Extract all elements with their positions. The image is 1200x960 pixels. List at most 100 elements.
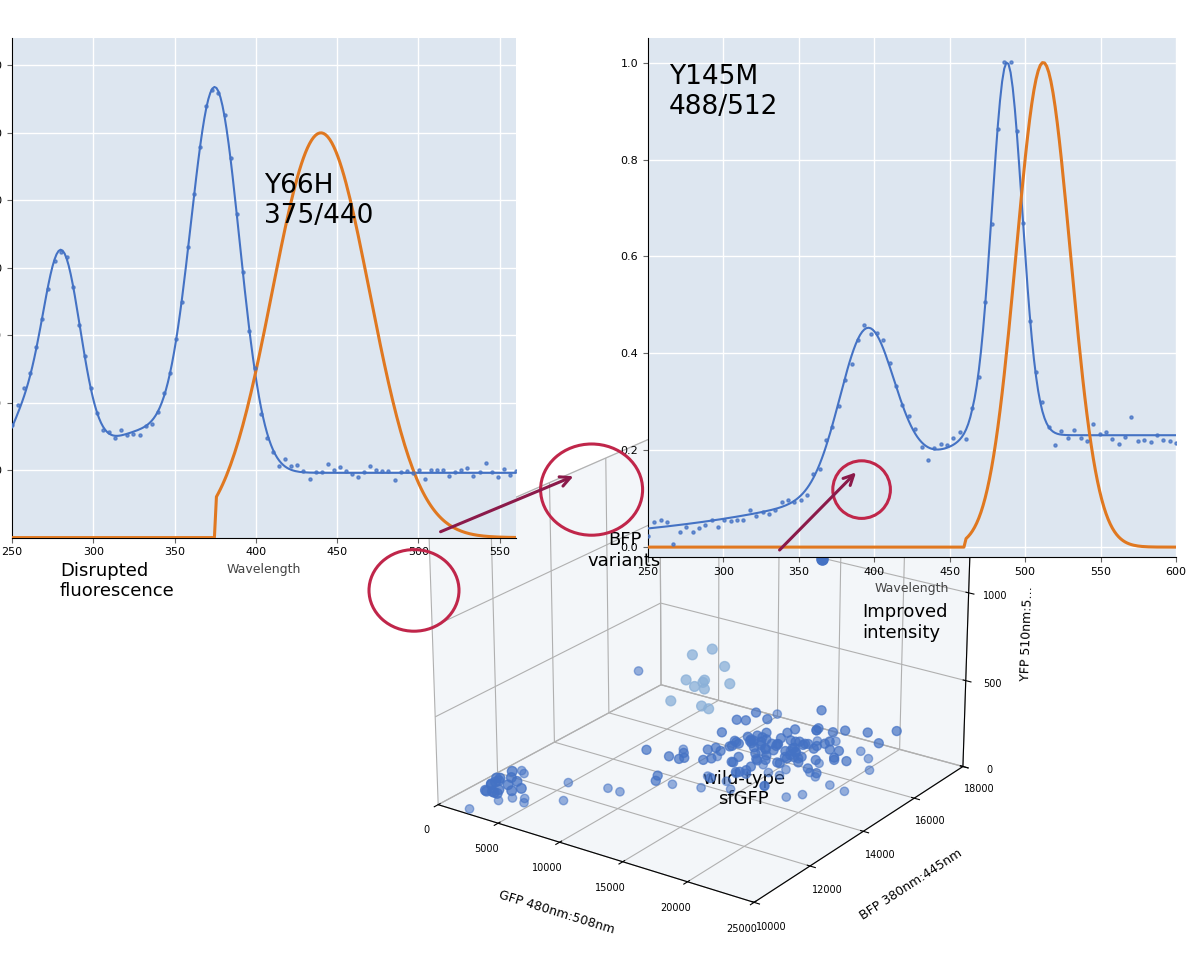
Point bbox=[950, 424, 970, 440]
Point bbox=[1026, 365, 1045, 380]
Point bbox=[482, 465, 502, 480]
Point bbox=[708, 519, 727, 535]
Point bbox=[912, 439, 931, 454]
Point bbox=[727, 513, 746, 528]
Point bbox=[270, 458, 289, 473]
Point bbox=[956, 431, 976, 446]
Point bbox=[760, 506, 779, 521]
Point bbox=[1064, 422, 1084, 438]
Point bbox=[1084, 416, 1103, 431]
Point bbox=[155, 385, 174, 400]
Point bbox=[32, 312, 52, 327]
Point bbox=[312, 464, 331, 479]
Point bbox=[391, 464, 410, 479]
Point bbox=[1134, 432, 1153, 447]
Point bbox=[354, 464, 373, 479]
Point bbox=[1103, 431, 1122, 446]
Point bbox=[1097, 424, 1116, 440]
Point bbox=[1039, 420, 1058, 435]
Point bbox=[215, 107, 234, 122]
Point bbox=[179, 239, 198, 254]
Point bbox=[842, 356, 862, 372]
Point bbox=[906, 420, 925, 436]
Point bbox=[124, 426, 143, 442]
Point bbox=[203, 82, 222, 97]
Point bbox=[696, 517, 715, 533]
Point bbox=[1116, 429, 1135, 444]
Point bbox=[652, 512, 671, 527]
Point bbox=[1090, 426, 1109, 442]
Point bbox=[306, 464, 325, 479]
Point bbox=[367, 462, 386, 477]
Point bbox=[136, 419, 155, 434]
Point bbox=[721, 514, 740, 529]
Point bbox=[746, 509, 766, 524]
Point bbox=[785, 493, 804, 509]
Point bbox=[421, 463, 440, 478]
Point bbox=[1109, 437, 1128, 452]
Point bbox=[488, 468, 508, 484]
Point bbox=[899, 408, 918, 423]
Text: Y145M
488/512: Y145M 488/512 bbox=[670, 64, 779, 120]
Point bbox=[26, 340, 46, 355]
Point bbox=[106, 430, 125, 445]
Point bbox=[1033, 395, 1052, 410]
Point bbox=[221, 151, 240, 166]
Point bbox=[2, 418, 22, 433]
X-axis label: Wavelength: Wavelength bbox=[875, 582, 949, 595]
Point bbox=[1166, 436, 1186, 451]
Point bbox=[1078, 434, 1097, 449]
Point bbox=[1122, 410, 1141, 425]
Point bbox=[403, 465, 422, 480]
Point bbox=[644, 515, 664, 530]
Point bbox=[500, 468, 520, 483]
Point bbox=[887, 378, 906, 394]
Point bbox=[209, 85, 228, 101]
Point bbox=[766, 502, 785, 517]
Point bbox=[50, 245, 70, 260]
Point bbox=[70, 317, 89, 332]
Y-axis label: BFP 380nm:445nm: BFP 380nm:445nm bbox=[858, 847, 965, 923]
Point bbox=[848, 332, 868, 348]
Point bbox=[251, 406, 270, 421]
Point bbox=[336, 464, 355, 479]
Point bbox=[379, 463, 398, 478]
Point bbox=[1128, 433, 1147, 448]
Point bbox=[874, 332, 893, 348]
Point bbox=[197, 99, 216, 114]
Point bbox=[142, 417, 161, 432]
Point bbox=[288, 458, 307, 473]
Point bbox=[348, 469, 367, 485]
Point bbox=[689, 520, 708, 536]
Point bbox=[734, 512, 754, 527]
Point bbox=[264, 444, 283, 460]
Point bbox=[798, 488, 817, 503]
Point bbox=[458, 460, 478, 475]
Point bbox=[476, 455, 496, 470]
Point bbox=[451, 462, 470, 477]
Point bbox=[976, 295, 995, 310]
Point bbox=[823, 419, 842, 434]
Point bbox=[1058, 430, 1078, 445]
Point bbox=[342, 467, 361, 482]
Point bbox=[740, 502, 760, 517]
Point bbox=[982, 217, 1001, 232]
Point bbox=[330, 460, 349, 475]
Point bbox=[258, 430, 277, 445]
Point bbox=[664, 537, 683, 552]
X-axis label: Wavelength: Wavelength bbox=[227, 563, 301, 576]
Point bbox=[1045, 437, 1064, 452]
Point bbox=[638, 528, 658, 543]
Point bbox=[854, 317, 874, 332]
Point bbox=[445, 465, 464, 480]
Point bbox=[1020, 314, 1039, 329]
Point bbox=[439, 468, 458, 484]
Point bbox=[118, 427, 137, 443]
Point bbox=[816, 433, 835, 448]
Text: Improved
intensity: Improved intensity bbox=[863, 603, 948, 641]
Point bbox=[38, 281, 58, 297]
Point bbox=[791, 492, 810, 508]
Point bbox=[318, 456, 337, 471]
Point bbox=[1014, 215, 1033, 230]
Point bbox=[715, 512, 734, 527]
